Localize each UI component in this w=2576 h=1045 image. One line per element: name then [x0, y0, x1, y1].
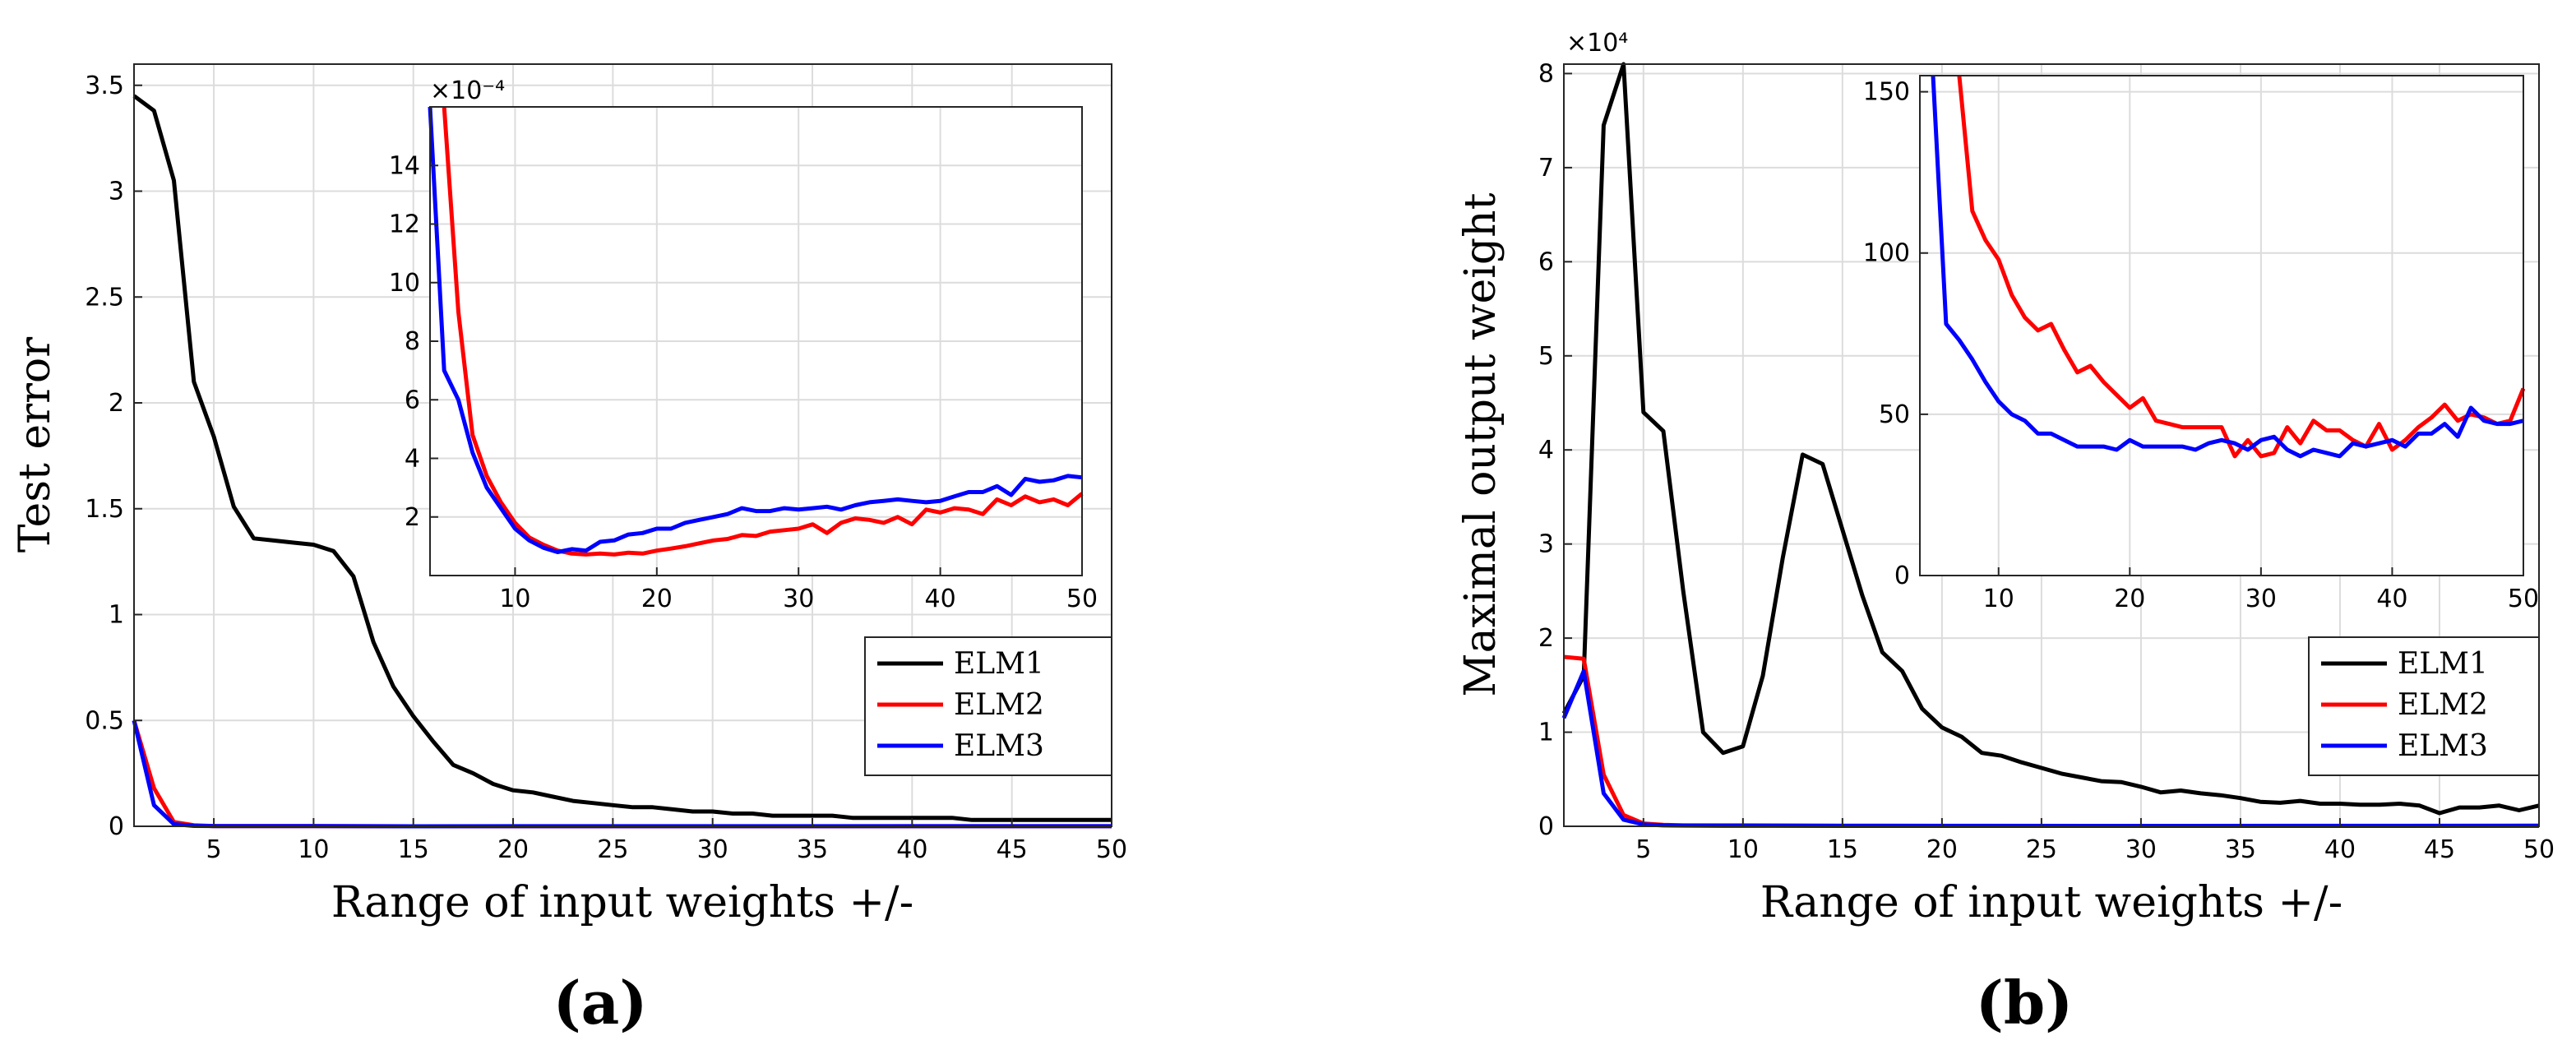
legend-label-elm3: ELM3	[2398, 729, 2488, 763]
y-tick-label: 8	[1538, 59, 1554, 88]
y-tick-label: 14	[389, 151, 420, 180]
y-tick-label: 1	[1538, 719, 1554, 747]
y-tick-label: 1	[109, 601, 124, 630]
axes-box	[1919, 75, 2524, 576]
series-line-elm2	[442, 106, 1084, 557]
x-tick-label: 25	[597, 835, 628, 864]
axes-box	[133, 63, 1112, 827]
series-line-elm3	[1931, 75, 2524, 459]
y-tick-label: 2	[405, 503, 420, 532]
legend-label-elm2: ELM2	[954, 688, 1044, 722]
y-tick-label: 4	[405, 445, 420, 474]
x-tick-label: 5	[1635, 835, 1651, 864]
y-tick-label: 0	[1538, 812, 1554, 841]
x-tick-label: 40	[925, 585, 956, 613]
x-tick-label: 40	[896, 835, 927, 864]
x-tick-label: 5	[206, 835, 222, 864]
y-tick-label: 100	[1863, 239, 1910, 268]
x-tick-label: 35	[797, 835, 828, 864]
x-tick-label: 50	[2523, 835, 2555, 864]
x-tick-label: 15	[398, 835, 429, 864]
y-tick-label: 5	[1538, 342, 1554, 371]
y-tick-label: 0	[1894, 562, 1910, 590]
y-multiplier: ×10⁴	[1566, 29, 1628, 58]
x-tick-label: 30	[697, 835, 728, 864]
x-tick-label: 30	[2125, 835, 2157, 864]
x-axis-label: Range of input weights +/-	[331, 878, 913, 927]
y-tick-label: 0.5	[85, 706, 124, 735]
y-tick-label: 0	[109, 812, 124, 841]
y-axis-label: Test error	[11, 337, 60, 553]
y-tick-label: 3	[1538, 530, 1554, 559]
x-tick-label: 25	[2026, 835, 2057, 864]
y-tick-label: 3	[109, 178, 124, 206]
plot-area	[1920, 76, 2523, 576]
x-tick-label: 35	[2225, 835, 2256, 864]
y-tick-label: 1.5	[85, 495, 124, 524]
legend-label-elm3: ELM3	[954, 729, 1044, 763]
y-tick-label: 2	[1538, 624, 1554, 653]
series-line-elm3	[428, 106, 1083, 554]
x-tick-label: 20	[497, 835, 529, 864]
x-tick-label: 45	[2424, 835, 2455, 864]
panel-label-a: (a)	[553, 968, 648, 1038]
y-tick-label: 3.5	[85, 72, 124, 100]
y-tick-label: 7	[1538, 154, 1554, 183]
x-tick-label: 40	[2376, 585, 2407, 613]
x-tick-label: 50	[1096, 835, 1127, 864]
x-tick-label: 10	[499, 585, 530, 613]
y-tick-label: 6	[1538, 247, 1554, 276]
y-tick-label: 2.5	[85, 283, 124, 312]
x-tick-label: 40	[2324, 835, 2356, 864]
y-tick-label: 6	[405, 386, 420, 414]
legend-label-elm1: ELM1	[954, 647, 1044, 681]
series-line-elm1	[132, 94, 1112, 822]
x-axis-label: Range of input weights +/-	[1760, 878, 2342, 927]
x-tick-label: 30	[2245, 585, 2277, 613]
x-tick-label: 15	[1827, 835, 1858, 864]
y-tick-label: 150	[1863, 78, 1910, 107]
x-tick-label: 10	[298, 835, 329, 864]
y-multiplier: ×10⁻⁴	[430, 76, 505, 105]
series-line-elm1	[1561, 62, 2540, 816]
chart-a-inset: 10 20 30 40 50 2 4 6 8 10 12 14 ×10⁻⁴	[389, 76, 1098, 613]
y-tick-label: 10	[389, 269, 420, 298]
x-tick-label: 50	[1066, 585, 1098, 613]
x-tick-label: 20	[1926, 835, 1958, 864]
y-axis-label: Maximal output weight	[1456, 192, 1505, 696]
chart-b-inset: 10 20 30 40 50 0 50 100 150	[1863, 75, 2539, 613]
y-tick-label: 50	[1879, 400, 1910, 429]
panel-label-b: (b)	[1976, 968, 2073, 1038]
y-tick-label: 4	[1538, 436, 1554, 465]
legend-label-elm1: ELM1	[2398, 647, 2488, 681]
x-tick-label: 30	[783, 585, 814, 613]
x-tick-label: 20	[2114, 585, 2145, 613]
y-tick-label: 2	[109, 389, 124, 418]
x-tick-label: 10	[1727, 835, 1759, 864]
x-tick-label: 45	[997, 835, 1028, 864]
x-tick-label: 10	[1983, 585, 2014, 613]
legend-label-elm2: ELM2	[2398, 688, 2488, 722]
y-tick-label: 12	[389, 210, 420, 239]
x-tick-label: 50	[2508, 585, 2539, 613]
axes-box	[1563, 63, 2540, 827]
x-tick-label: 20	[641, 585, 673, 613]
y-tick-label: 8	[405, 327, 420, 356]
